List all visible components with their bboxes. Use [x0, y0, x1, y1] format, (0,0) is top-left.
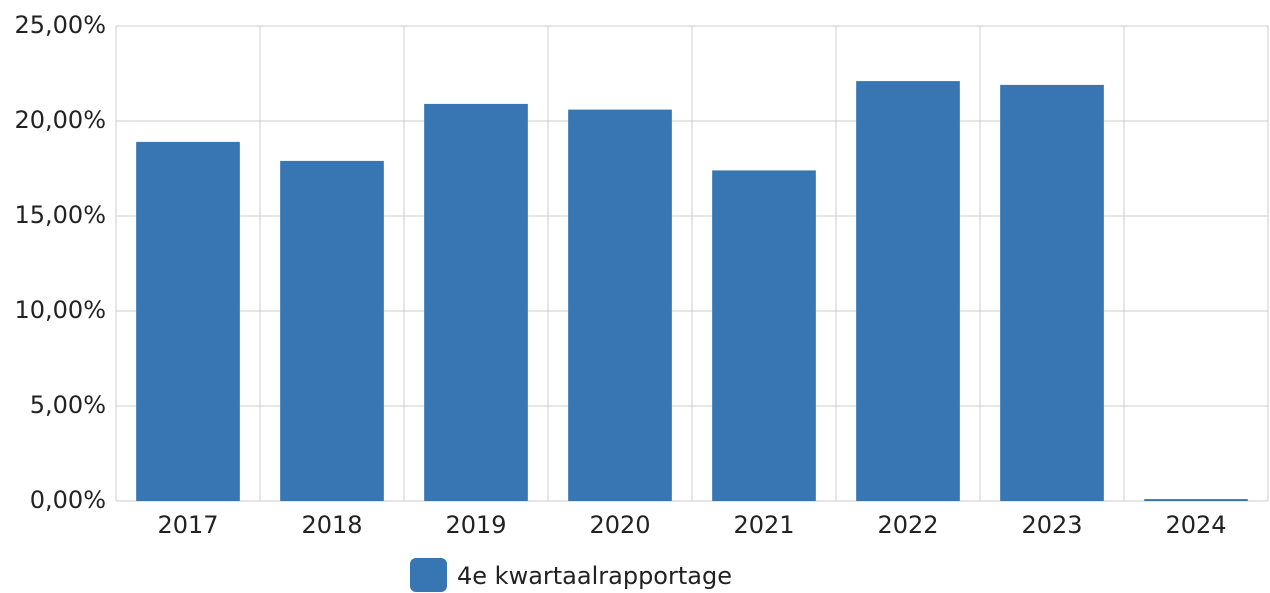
x-tick-label: 2018 [301, 511, 362, 539]
bar [280, 160, 384, 501]
y-tick-label: 10,00% [14, 296, 106, 324]
bar [136, 141, 240, 501]
x-tick-label: 2021 [733, 511, 794, 539]
y-tick-label: 20,00% [14, 106, 106, 134]
x-tick-label: 2019 [445, 511, 506, 539]
x-tick-label: 2017 [157, 511, 218, 539]
y-tick-label: 0,00% [30, 486, 106, 514]
bar [424, 103, 528, 502]
y-tick-label: 5,00% [30, 391, 106, 419]
legend-label: 4e kwartaalrapportage [457, 562, 732, 590]
bar [1144, 499, 1248, 501]
bar [856, 81, 960, 501]
x-tick-label: 2020 [589, 511, 650, 539]
y-tick-label: 25,00% [14, 11, 106, 39]
legend-swatch [410, 558, 447, 592]
bar [712, 170, 816, 501]
x-tick-label: 2024 [1165, 511, 1226, 539]
bar [1000, 84, 1104, 502]
y-tick-label: 15,00% [14, 201, 106, 229]
x-tick-label: 2023 [1021, 511, 1082, 539]
bar [568, 109, 672, 501]
x-tick-label: 2022 [877, 511, 938, 539]
